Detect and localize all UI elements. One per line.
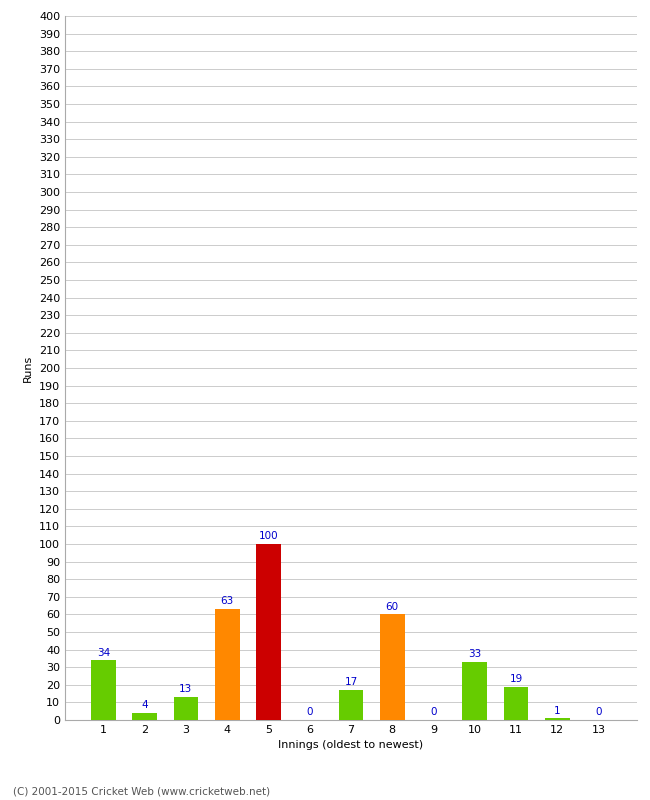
Bar: [339, 690, 363, 720]
Bar: [132, 713, 157, 720]
Text: 19: 19: [510, 674, 523, 684]
Text: 33: 33: [468, 650, 482, 659]
Text: 0: 0: [307, 707, 313, 718]
Y-axis label: Runs: Runs: [23, 354, 33, 382]
Text: 34: 34: [97, 647, 110, 658]
Bar: [462, 662, 488, 720]
Text: 4: 4: [141, 700, 148, 710]
Bar: [91, 660, 116, 720]
Text: 100: 100: [259, 531, 278, 542]
Bar: [214, 609, 240, 720]
Text: 1: 1: [554, 706, 561, 715]
Bar: [504, 686, 528, 720]
Bar: [256, 544, 281, 720]
Text: 0: 0: [595, 707, 602, 718]
Text: 0: 0: [430, 707, 437, 718]
X-axis label: Innings (oldest to newest): Innings (oldest to newest): [278, 741, 424, 750]
Bar: [380, 614, 405, 720]
Bar: [545, 718, 570, 720]
Text: 13: 13: [179, 685, 192, 694]
Text: 63: 63: [220, 597, 234, 606]
Text: 60: 60: [385, 602, 399, 612]
Bar: [174, 697, 198, 720]
Text: 17: 17: [344, 678, 358, 687]
Text: (C) 2001-2015 Cricket Web (www.cricketweb.net): (C) 2001-2015 Cricket Web (www.cricketwe…: [13, 786, 270, 796]
